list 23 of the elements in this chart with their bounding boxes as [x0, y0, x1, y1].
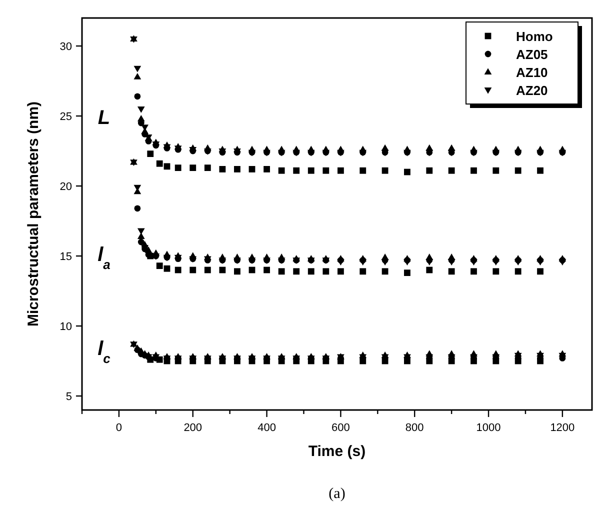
- legend-label: Homo: [516, 29, 553, 44]
- y-tick-label: 5: [66, 391, 72, 403]
- y-tick-label: 10: [60, 321, 72, 333]
- y-axis-title: Microstructual parameters (nm): [25, 101, 42, 327]
- x-tick-label: 0: [116, 422, 122, 434]
- x-tick-label: 1200: [550, 422, 575, 434]
- y-tick-label: 30: [60, 41, 72, 53]
- legend-label: AZ20: [516, 83, 548, 98]
- text: (a): [328, 486, 346, 502]
- y-tick-label: 15: [60, 251, 72, 263]
- x-tick-label: 1000: [476, 422, 501, 434]
- annotation: l$_{c}$: [98, 338, 112, 366]
- y-tick-label: 25: [60, 111, 72, 123]
- x-tick-label: 800: [405, 422, 424, 434]
- x-tick-label: 400: [258, 422, 276, 434]
- x-axis-title: Time (s): [308, 443, 366, 460]
- x-tick-label: 600: [332, 422, 350, 434]
- y-tick-label: 20: [60, 181, 72, 193]
- legend-label: AZ05: [516, 47, 548, 62]
- x-tick-label: 200: [184, 422, 202, 434]
- annotation: L: [98, 106, 110, 129]
- annotation: l$_{a}$: [98, 244, 110, 272]
- legend-label: AZ10: [516, 65, 548, 80]
